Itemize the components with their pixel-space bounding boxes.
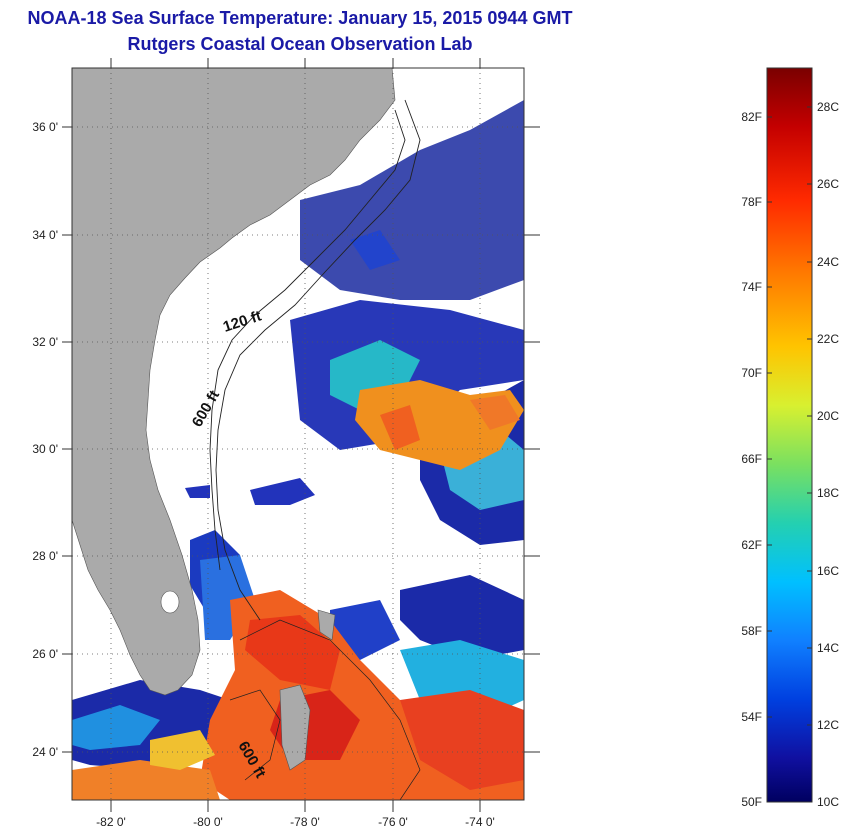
celsius-label: 26C [817, 177, 839, 191]
contour-bahamas [229, 689, 281, 781]
fahrenheit-label: 50F [741, 795, 762, 809]
colorbar-celsius-labels: 28C 26C 24C 22C 20C 18C 16C 14C 12C 10C [817, 100, 839, 809]
celsius-label: 20C [817, 409, 839, 423]
colorbar-ticks [767, 106, 812, 726]
fahrenheit-label: 82F [741, 110, 762, 124]
celsius-label: 18C [817, 486, 839, 500]
lat-label: 34 0' [32, 228, 58, 242]
contour-bahamas [239, 619, 421, 800]
map-gridlines [72, 68, 524, 800]
celsius-label: 16C [817, 564, 839, 578]
celsius-label: 14C [817, 641, 839, 655]
longitude-labels: -82 0' -80 0' -78 0' -76 0' -74 0' [96, 815, 495, 829]
fahrenheit-label: 78F [741, 195, 762, 209]
contour-600ft [215, 99, 421, 621]
lat-label: 36 0' [32, 120, 58, 134]
colorbar-fahrenheit-labels: 82F 78F 74F 70F 66F 62F 58F 54F 50F [741, 110, 762, 809]
fahrenheit-label: 54F [741, 710, 762, 724]
fahrenheit-label: 66F [741, 452, 762, 466]
lon-label: -82 0' [96, 815, 126, 829]
land-mass [72, 68, 396, 696]
map-title: NOAA-18 Sea Surface Temperature: January… [27, 8, 573, 28]
lon-label: -76 0' [378, 815, 408, 829]
island-land [279, 684, 311, 771]
lat-label: 24 0' [32, 745, 58, 759]
map-tick-marks [62, 58, 540, 812]
island-land [317, 609, 336, 641]
map-frame [71, 67, 525, 801]
latitude-labels: 36 0' 34 0' 32 0' 30 0' 28 0' 26 0' 24 0… [32, 120, 58, 759]
lat-label: 32 0' [32, 335, 58, 349]
lon-label: -74 0' [465, 815, 495, 829]
map-layers: 120 ft 600 ft 600 ft [72, 68, 524, 800]
lat-label: 30 0' [32, 442, 58, 456]
lake-okeechobee [160, 590, 180, 614]
lon-label: -80 0' [193, 815, 223, 829]
colorbar [766, 67, 813, 803]
celsius-label: 12C [817, 718, 839, 732]
celsius-label: 24C [817, 255, 839, 269]
fahrenheit-label: 62F [741, 538, 762, 552]
celsius-label: 10C [817, 795, 839, 809]
lat-label: 26 0' [32, 647, 58, 661]
lon-label: -78 0' [290, 815, 320, 829]
celsius-label: 28C [817, 100, 839, 114]
fahrenheit-label: 70F [741, 366, 762, 380]
lat-label: 28 0' [32, 549, 58, 563]
fahrenheit-label: 58F [741, 624, 762, 638]
fahrenheit-label: 74F [741, 280, 762, 294]
sst-warm-water [72, 380, 524, 800]
map-subtitle: Rutgers Coastal Ocean Observation Lab [127, 34, 473, 54]
celsius-label: 22C [817, 332, 839, 346]
contour-120ft [209, 109, 406, 571]
